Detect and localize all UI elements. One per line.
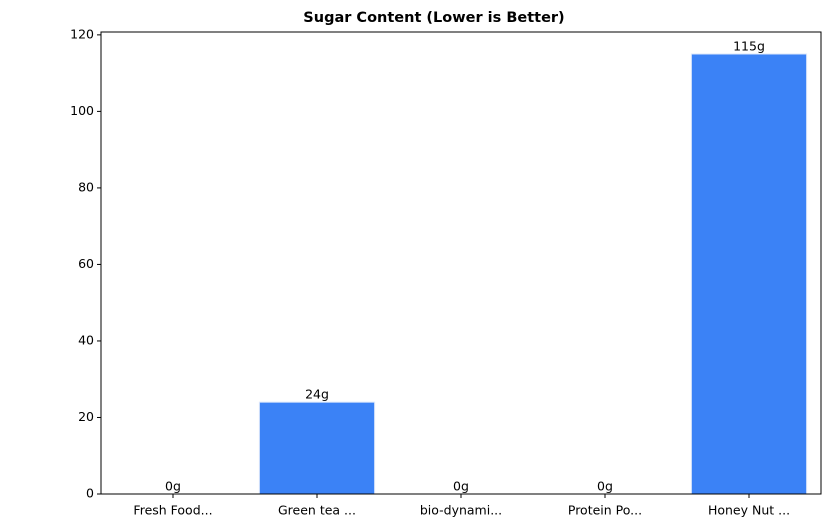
value-label: 24g [305, 387, 329, 402]
bar [690, 53, 808, 495]
bar [258, 401, 376, 495]
chart-title: Sugar Content (Lower is Better) [303, 10, 564, 26]
y-tick-label: 40 [78, 332, 94, 347]
value-label: 115g [733, 39, 765, 54]
y-tick-label: 60 [78, 256, 94, 271]
y-tick-label: 20 [78, 409, 94, 424]
x-tick-label: Green tea ... [278, 503, 356, 518]
x-tick-label: Fresh Food... [133, 503, 212, 518]
x-tick-label: Honey Nut ... [708, 503, 790, 518]
y-tick-label: 0 [86, 486, 94, 501]
plot-frame [100, 31, 822, 495]
x-tick-label: Protein Po... [568, 503, 642, 518]
y-tick-label: 100 [70, 103, 94, 118]
x-tick-label: bio-dynami... [420, 503, 502, 518]
value-label: 0g [453, 479, 469, 494]
y-tick-label: 80 [78, 179, 94, 194]
y-tick-label: 120 [70, 26, 94, 41]
value-label: 0g [165, 479, 181, 494]
value-label: 0g [597, 479, 613, 494]
